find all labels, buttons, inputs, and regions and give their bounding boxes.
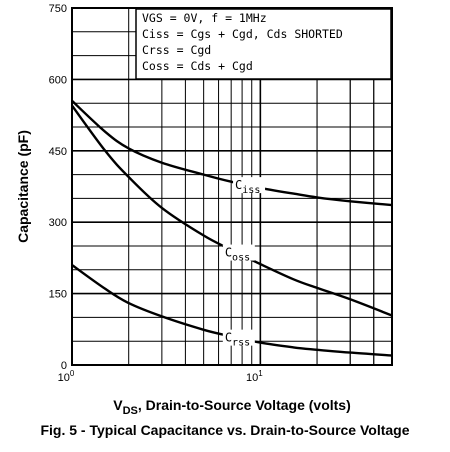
series-label-bg	[233, 177, 266, 194]
legend-line: Crss = Cgd	[142, 43, 211, 57]
series-label-bg	[222, 244, 255, 261]
series-label-ciss: Ciss	[235, 178, 260, 196]
plot-frame	[71, 7, 393, 366]
legend-box: VGS = 0V, f = 1MHz Ciss = Cgs + Cgd, Cds …	[135, 8, 392, 80]
legend-line: Coss = Cds + Cgd	[142, 59, 253, 73]
y-tick-label: 750	[49, 3, 67, 15]
y-tick-label: 300	[49, 217, 67, 229]
x-tick-labels: 100 101	[58, 369, 264, 384]
capacitance-chart: VGS = 0V, f = 1MHz Ciss = Cgs + Cgd, Cds …	[15, 3, 393, 417]
y-tick-label: 150	[49, 289, 67, 301]
x-tick-label: 100	[58, 369, 75, 384]
legend-frame	[135, 8, 392, 80]
figure-caption: Fig. 5 - Typical Capacitance vs. Drain-t…	[40, 422, 410, 438]
series-labels: Ciss Coss Crss	[222, 177, 266, 349]
series-ciss	[71, 99, 393, 207]
series-label-crss: Crss	[225, 331, 250, 349]
x-tick-label: 101	[246, 369, 263, 384]
series-label-coss: Coss	[225, 246, 250, 264]
x-axis-label: VDS, Drain-to-Source Voltage (volts)	[113, 397, 351, 417]
y-tick-label: 450	[49, 146, 67, 158]
series-label-bg	[222, 329, 255, 346]
y-tick-label: 600	[49, 74, 67, 86]
y-axis-label: Capacitance (pF)	[15, 130, 31, 243]
legend-line: VGS = 0V, f = 1MHz	[142, 11, 267, 25]
series-coss	[71, 104, 393, 317]
y-tick-labels: 0 150 300 450 600 750	[49, 3, 67, 372]
y-tick-label: 0	[61, 360, 67, 372]
legend-line: Ciss = Cgs + Cgd, Cds SHORTED	[142, 27, 343, 41]
